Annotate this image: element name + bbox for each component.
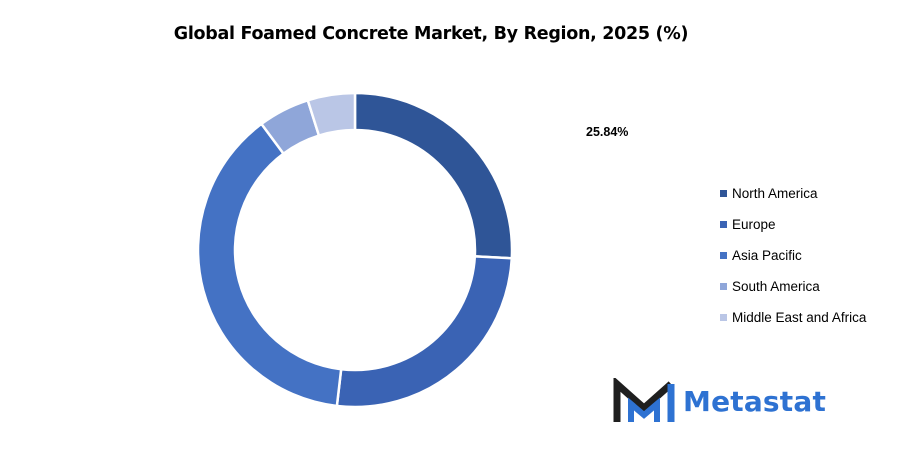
chart-legend: North America Europe Asia Pacific South … — [720, 178, 866, 333]
legend-item-asia-pacific: Asia Pacific — [720, 240, 866, 271]
metastat-branding: Metastat — [613, 378, 826, 424]
legend-swatch-asia-pacific — [720, 252, 727, 259]
donut-chart — [180, 78, 530, 423]
donut-slice-north-america — [353, 91, 514, 260]
legend-item-north-america: North America — [720, 178, 866, 209]
legend-swatch-north-america — [720, 190, 727, 197]
donut-slice-europe — [335, 255, 514, 409]
legend-label-europe: Europe — [732, 217, 776, 232]
legend-label-south-america: South America — [732, 279, 820, 294]
legend-swatch-south-america — [720, 283, 727, 290]
data-label-north-america: 25.84% — [586, 125, 629, 139]
legend-item-europe: Europe — [720, 209, 866, 240]
metastat-m-logo-icon — [613, 378, 675, 422]
donut-slice-middle-east-and-africa — [306, 91, 357, 138]
legend-swatch-europe — [720, 221, 727, 228]
legend-swatch-middle-east-and-africa — [720, 314, 727, 321]
donut-chart-svg — [196, 91, 514, 409]
legend-label-north-america: North America — [732, 186, 818, 201]
chart-title: Global Foamed Concrete Market, By Region… — [173, 24, 689, 44]
metastat-brand-name: Metastat — [683, 384, 827, 418]
legend-item-south-america: South America — [720, 271, 866, 302]
donut-slice-asia-pacific — [196, 122, 343, 408]
legend-item-middle-east-and-africa: Middle East and Africa — [720, 302, 866, 333]
legend-label-middle-east-and-africa: Middle East and Africa — [732, 310, 867, 325]
legend-label-asia-pacific: Asia Pacific — [732, 248, 802, 263]
